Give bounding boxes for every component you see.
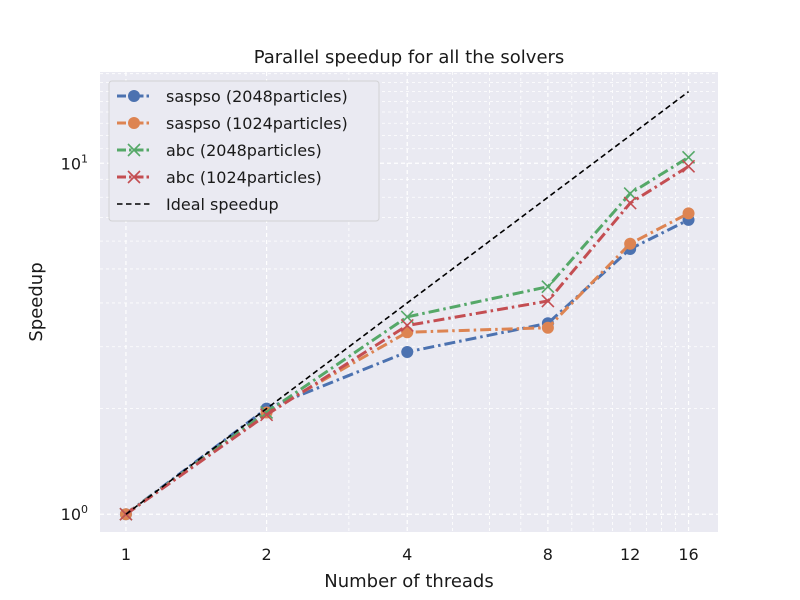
data-point [681, 159, 696, 173]
legend-label: abc (2048particles) [166, 141, 322, 160]
series-line [125, 165, 690, 516]
data-point [400, 318, 414, 333]
legend-label: abc (1024particles) [166, 168, 322, 187]
y-tick-label: 100 [61, 503, 88, 524]
data-point [541, 321, 554, 334]
legend-marker [127, 143, 141, 157]
legend-label: saspso (2048particles) [166, 87, 348, 106]
data-point [682, 207, 695, 220]
data-point [624, 237, 637, 250]
series-4 [119, 159, 696, 521]
x-tick-label: 1 [121, 545, 131, 564]
data-point [401, 345, 414, 358]
chart-title: Parallel speedup for all the solvers [254, 47, 565, 68]
legend-entry: abc (2048particles) [117, 141, 322, 160]
legend-marker [127, 170, 141, 184]
legend-marker [128, 117, 140, 129]
data-point [541, 294, 555, 308]
legend-entry: saspso (1024particles) [117, 114, 348, 133]
legend-entry: abc (1024particles) [117, 168, 322, 187]
y-tick-labels: 100 101 [61, 152, 88, 524]
y-tick-label: 101 [61, 152, 88, 173]
legend-marker [128, 90, 140, 102]
legend-entry: Ideal speedup [117, 195, 279, 214]
data-point [623, 186, 637, 201]
x-tick-label: 4 [402, 545, 412, 564]
y-axis-label: Speedup [26, 262, 47, 341]
legend-label: saspso (1024particles) [166, 114, 348, 133]
data-point [401, 326, 414, 339]
legend-entry: saspso (2048particles) [117, 87, 348, 106]
legend-label: Ideal speedup [166, 195, 279, 214]
legend-box [108, 80, 380, 222]
data-point [541, 280, 555, 294]
series-line [125, 91, 690, 515]
x-tick-labels: 1 2 4 8 12 16 [121, 545, 699, 564]
data-point [260, 405, 274, 420]
series-line [125, 156, 690, 516]
series-layer [119, 91, 696, 521]
legend: saspso (2048particles) saspso (1024partic… [108, 80, 380, 222]
x-tick-label: 2 [261, 545, 271, 564]
x-tick-label: 16 [678, 545, 698, 564]
x-tick-label: 12 [620, 545, 640, 564]
data-point [623, 196, 637, 210]
x-axis-label: Number of threads [324, 571, 493, 592]
x-tick-label: 8 [543, 545, 553, 564]
series-5 [125, 91, 690, 515]
